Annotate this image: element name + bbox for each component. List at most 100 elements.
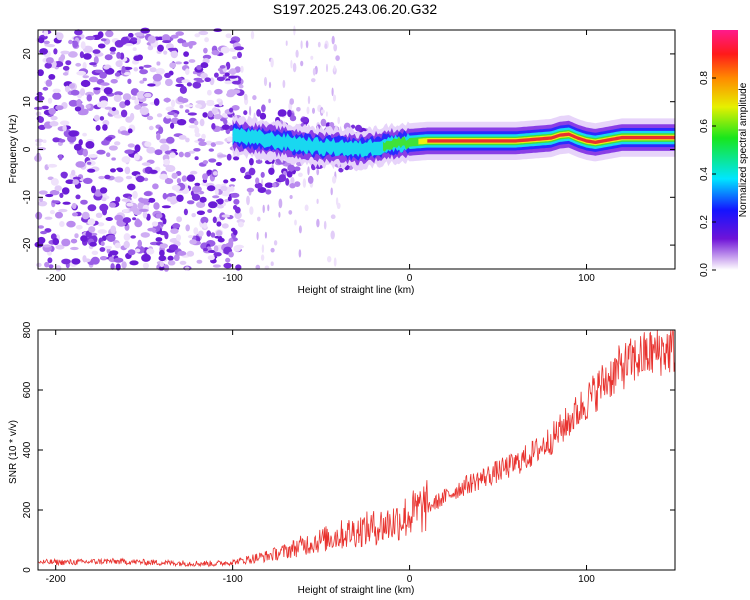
noise-blob — [191, 193, 201, 201]
noise-blob — [109, 202, 116, 208]
signal-blob — [265, 189, 272, 195]
noise-blob — [211, 123, 216, 130]
noise-blob — [181, 42, 190, 48]
noise-blob — [170, 34, 179, 39]
colorbar-tick-label: 0.4 — [699, 167, 710, 181]
noise-blob — [193, 227, 199, 235]
noise-blob — [285, 40, 288, 46]
noise-blob — [221, 124, 230, 130]
noise-blob — [147, 45, 154, 51]
noise-blob — [143, 177, 149, 182]
noise-blob — [270, 247, 275, 253]
noise-blob — [288, 210, 293, 215]
noise-blob — [41, 105, 49, 110]
noise-blob — [119, 52, 125, 60]
noise-blob — [306, 106, 310, 115]
noise-blob — [268, 81, 272, 89]
noise-blob — [155, 237, 163, 242]
noise-blob — [186, 82, 192, 87]
noise-blob — [143, 191, 152, 196]
noise-blob — [37, 200, 48, 207]
signal-blob — [355, 124, 362, 132]
noise-blob — [230, 89, 241, 94]
noise-blob — [325, 111, 328, 117]
noise-blob — [149, 169, 158, 174]
noise-blob — [169, 62, 177, 69]
noise-blob — [205, 140, 213, 146]
noise-blob — [167, 111, 176, 116]
noise-blob — [187, 112, 197, 116]
noise-blob — [230, 192, 240, 198]
noise-blob — [94, 69, 104, 74]
noise-blob — [312, 107, 315, 114]
noise-blob — [160, 144, 170, 152]
noise-blob — [151, 221, 159, 227]
noise-blob — [330, 187, 333, 196]
noise-blob — [196, 201, 206, 209]
noise-blob — [169, 152, 176, 159]
noise-blob — [134, 98, 140, 106]
noise-blob — [194, 132, 201, 138]
noise-blob — [127, 143, 135, 148]
noise-blob — [330, 214, 336, 219]
noise-blob — [162, 40, 172, 44]
noise-blob — [68, 51, 78, 58]
noise-blob — [204, 77, 211, 82]
noise-blob — [123, 240, 130, 249]
noise-blob — [34, 95, 45, 102]
noise-blob — [95, 124, 101, 131]
noise-blob — [162, 192, 168, 200]
colorbar-gradient — [712, 30, 738, 270]
noise-blob — [249, 206, 254, 215]
noise-blob — [159, 249, 165, 257]
noise-blob — [152, 183, 159, 190]
noise-blob — [133, 67, 139, 72]
noise-blob — [195, 104, 202, 109]
noise-blob — [165, 78, 173, 87]
spectrogram-y-label: Frequency (Hz) — [8, 115, 19, 184]
noise-blob — [141, 162, 151, 166]
spectrogram-x-tick-label: -100 — [223, 273, 243, 284]
noise-blob — [179, 104, 184, 109]
noise-blob — [47, 257, 53, 264]
noise-blob — [176, 234, 181, 242]
noise-blob — [228, 251, 234, 258]
noise-blob — [194, 156, 199, 161]
noise-blob — [157, 44, 164, 52]
noise-blob — [104, 245, 113, 250]
noise-blob — [221, 191, 231, 197]
noise-blob — [114, 40, 124, 48]
noise-blob — [296, 107, 301, 112]
noise-blob — [131, 96, 137, 101]
snr-y-tick-label: 800 — [22, 321, 33, 338]
noise-blob — [71, 202, 77, 210]
noise-blob — [219, 65, 226, 69]
noise-blob — [213, 252, 222, 257]
signal-blob — [294, 166, 301, 172]
signal-blob — [300, 117, 309, 123]
noise-blob — [173, 113, 178, 118]
noise-blob — [161, 34, 171, 42]
signal-blob — [277, 109, 287, 117]
noise-blob — [110, 51, 116, 55]
noise-blob — [114, 91, 123, 96]
snr-x-tick-label: -100 — [223, 574, 243, 585]
noise-blob — [44, 62, 52, 69]
noise-blob — [68, 130, 78, 137]
noise-blob — [48, 108, 56, 115]
noise-blob — [170, 228, 179, 235]
noise-blob — [167, 260, 176, 266]
noise-blob — [104, 54, 113, 61]
noise-blob — [176, 178, 181, 184]
noise-blob — [200, 216, 209, 224]
noise-blob — [227, 196, 232, 202]
spectrogram-y-tick-label: 10 — [22, 96, 33, 108]
noise-blob — [192, 81, 202, 89]
noise-blob — [230, 177, 236, 182]
noise-blob — [55, 105, 64, 111]
noise-blob — [105, 136, 113, 141]
signal-blob — [294, 181, 301, 188]
noise-blob — [95, 212, 103, 218]
noise-blob — [147, 83, 156, 87]
noise-blob — [64, 85, 70, 93]
